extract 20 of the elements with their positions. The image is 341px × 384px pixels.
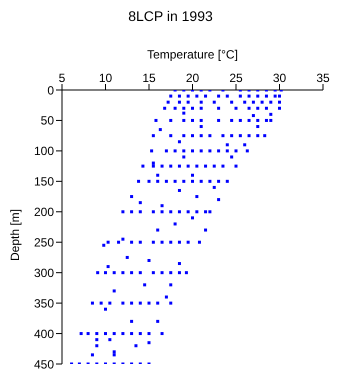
x-tick-label: 25 — [229, 71, 243, 85]
y-tick-label: 350 — [34, 296, 54, 310]
y-tick-label: 150 — [34, 174, 54, 189]
x-tick-label: 30 — [272, 71, 286, 85]
x-tick-label: 10 — [98, 71, 112, 85]
y-tick-label: 400 — [34, 326, 54, 341]
y-tick-label: 450 — [34, 357, 54, 372]
x-tick-label: 15 — [142, 71, 156, 85]
y-tick-label: 200 — [34, 205, 54, 220]
y-tick-label: 0 — [47, 83, 54, 98]
x-tick-label: 35 — [316, 71, 330, 85]
x-tick-label: 20 — [186, 71, 200, 85]
y-axis-title: Depth [m] — [8, 208, 22, 262]
y-tick-label: 250 — [34, 235, 54, 250]
y-tick-label: 100 — [34, 144, 54, 158]
x-axis-title: Temperature [°C] — [147, 48, 238, 62]
x-tick-label: 5 — [58, 71, 66, 85]
y-tick-label: 300 — [34, 266, 54, 280]
y-tick-label: 50 — [40, 114, 54, 128]
chart-title: 8LCP in 1993 — [127, 8, 214, 24]
